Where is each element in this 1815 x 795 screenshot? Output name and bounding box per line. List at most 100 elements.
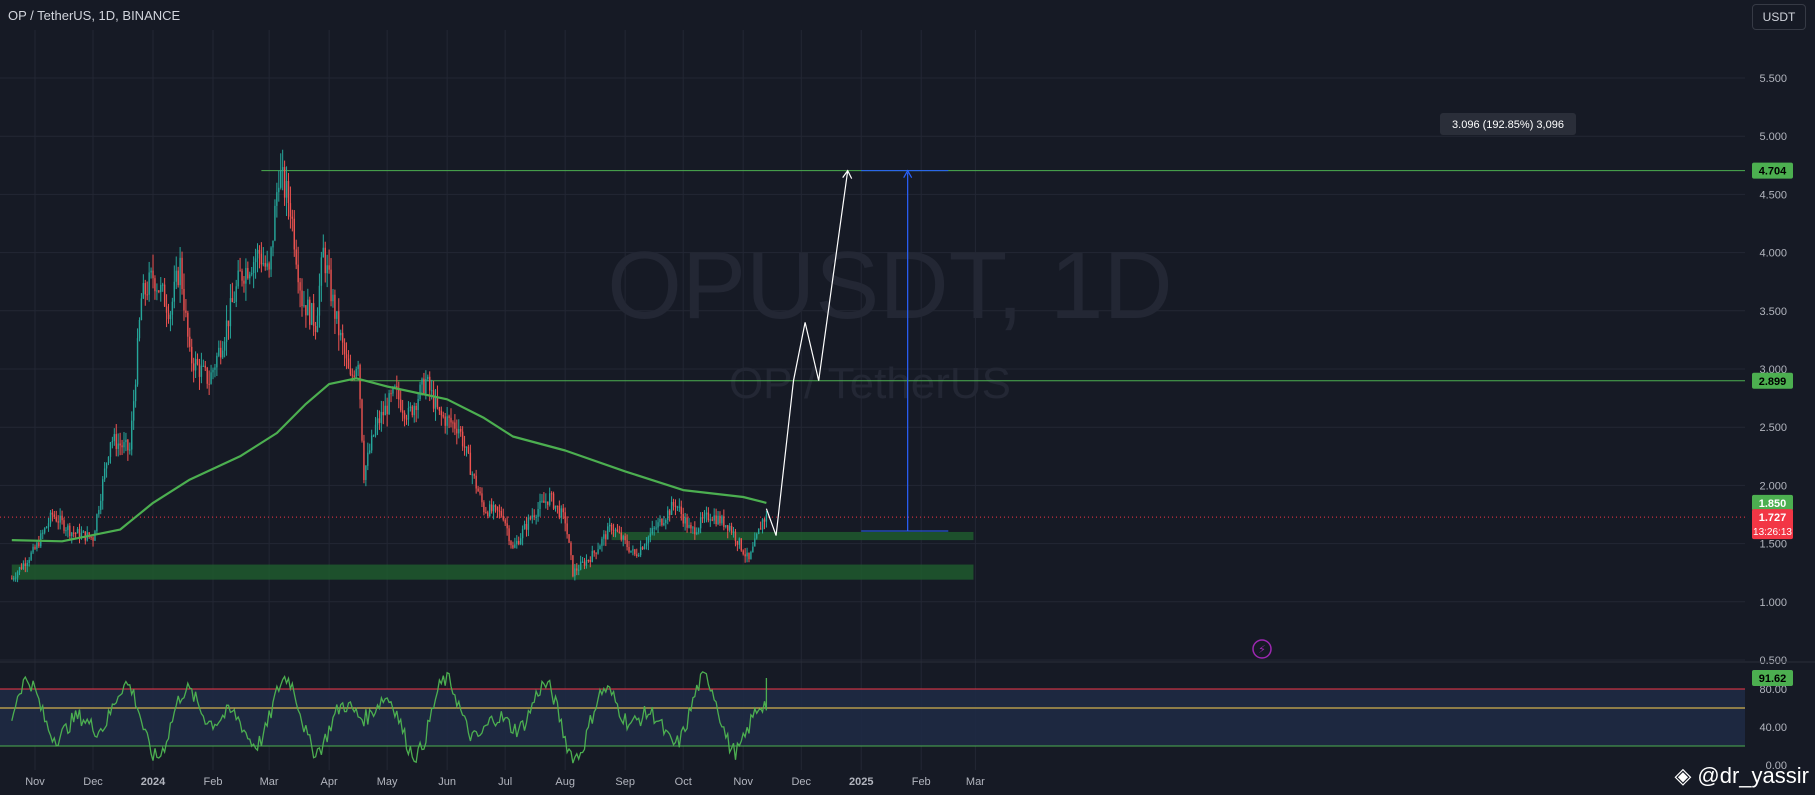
candle-body: [278, 187, 280, 193]
candle-body: [527, 517, 530, 530]
candle-body: [734, 531, 737, 542]
candle-body: [175, 270, 177, 282]
candle-body: [192, 363, 195, 371]
time-tick-label: Jun: [438, 776, 456, 788]
candle-body: [289, 203, 292, 217]
candle-body: [504, 519, 506, 524]
ma-price-tag: [1752, 494, 1793, 511]
candle-body: [680, 506, 682, 515]
candle-body: [411, 406, 414, 416]
candle-body: [415, 405, 417, 410]
candle-body: [514, 544, 516, 548]
candle-body: [756, 533, 758, 539]
candle-body: [36, 542, 38, 549]
candle-body: [158, 290, 160, 293]
author-watermark: ◈ @dr_yassir: [1674, 763, 1809, 789]
level-price-tag: [1752, 162, 1793, 179]
candle-body: [612, 530, 615, 532]
time-tick-label: Feb: [912, 776, 931, 788]
candle-body: [310, 303, 313, 325]
candle-body: [241, 270, 243, 281]
candle-body: [711, 519, 713, 521]
candle-body: [717, 515, 719, 525]
candle-body: [636, 554, 638, 556]
lightning-icon: ⚡: [1258, 643, 1266, 656]
time-tick-label: Mar: [966, 776, 985, 788]
candle-body: [320, 257, 323, 286]
candle-body: [243, 280, 245, 284]
candle-body: [177, 270, 179, 286]
candle-body: [32, 546, 34, 553]
currency-button[interactable]: USDT: [1752, 4, 1806, 30]
candle-body: [682, 514, 684, 524]
candle-body: [401, 410, 404, 413]
candle-body: [489, 504, 491, 517]
candle-body: [692, 527, 694, 529]
candle-body: [38, 542, 40, 547]
candle-body: [276, 192, 278, 206]
oscillator-value-label: 91.62: [1759, 673, 1787, 685]
time-tick-label: Apr: [321, 776, 338, 788]
candle-body: [198, 364, 201, 377]
candle-body: [463, 446, 466, 448]
candle-body: [533, 515, 535, 518]
candle-body: [51, 512, 54, 515]
candle-body: [620, 532, 622, 540]
candle-body: [761, 519, 764, 530]
candle-body: [181, 257, 183, 290]
candle-body: [227, 320, 230, 327]
ma-price-label: 1.850: [1759, 498, 1787, 510]
candle-body: [645, 543, 648, 546]
time-tick-label: Nov: [25, 776, 45, 788]
candle-body: [471, 474, 473, 476]
candle-body: [353, 375, 355, 377]
candle-body: [719, 515, 721, 524]
projection-arrowhead: [842, 169, 853, 179]
candle-body: [94, 531, 96, 541]
candle-body: [419, 384, 421, 400]
candle-body: [624, 536, 626, 541]
candle-body: [49, 512, 52, 524]
candle-body: [235, 286, 237, 302]
candle-body: [78, 528, 81, 539]
candle-body: [541, 500, 543, 502]
candle-body: [444, 416, 446, 426]
candle-body: [225, 320, 228, 342]
candle-body: [765, 514, 768, 522]
symbol-watermark: OPUSDT, 1D: [607, 232, 1172, 339]
candle-body: [231, 298, 234, 302]
candle-body: [728, 525, 731, 531]
candle-body: [169, 314, 172, 320]
candle-body: [223, 341, 226, 351]
candle-body: [22, 563, 25, 569]
candle-body: [247, 267, 249, 279]
candle-body: [651, 528, 653, 534]
candle-body: [564, 512, 566, 524]
candle-body: [400, 399, 402, 411]
candle-body: [90, 536, 92, 538]
candle-body: [701, 517, 704, 519]
candle-body: [11, 578, 13, 580]
time-tick-label: Feb: [204, 776, 223, 788]
candle-body: [589, 560, 592, 562]
candle-body: [80, 532, 83, 539]
candle-body: [208, 383, 210, 385]
candle-body: [194, 358, 197, 371]
candle-body: [548, 493, 551, 505]
candle-body: [251, 273, 253, 275]
candle-body: [558, 506, 561, 518]
candle-body: [578, 569, 580, 571]
candle-body: [608, 524, 611, 527]
candle-body: [438, 407, 441, 411]
candle-body: [597, 549, 599, 554]
candle-body: [53, 514, 56, 517]
oscillator-band: [0, 689, 1745, 746]
candle-body: [144, 283, 146, 295]
candle-body: [138, 319, 141, 339]
candle-body: [136, 338, 139, 385]
time-tick-label: Dec: [83, 776, 103, 788]
candle-body: [365, 465, 367, 481]
candle-body: [639, 547, 642, 556]
